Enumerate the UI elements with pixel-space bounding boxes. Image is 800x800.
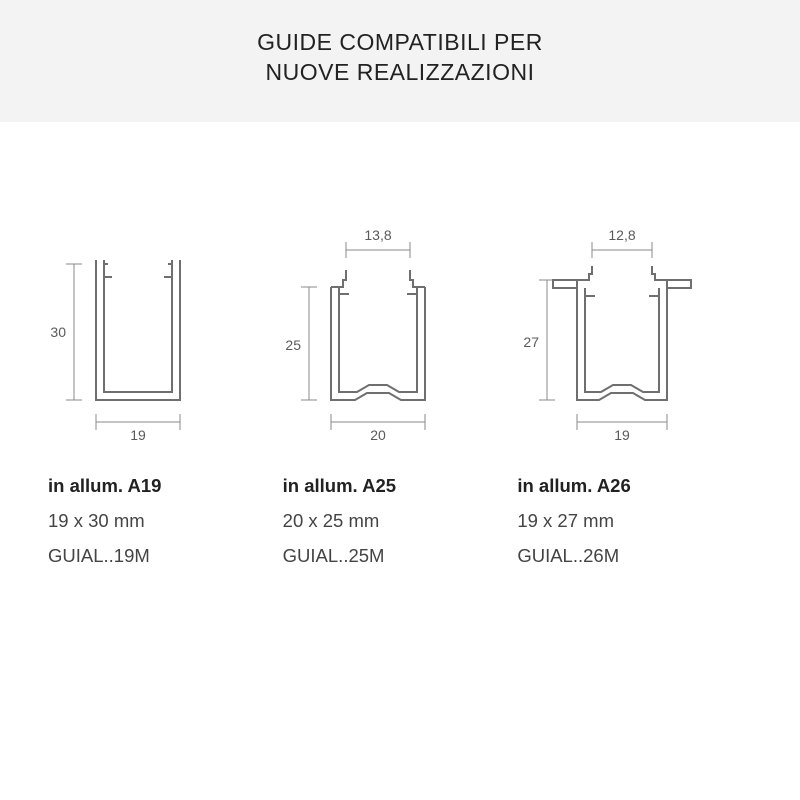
profile-code-a25: GUIAL..25M <box>283 538 518 573</box>
svg-a19: 30 19 <box>48 232 238 442</box>
header-line-2: NUOVE REALIZZAZIONI <box>20 58 780 88</box>
dim-height-a25 <box>301 287 317 400</box>
dim-top-a25 <box>346 242 410 258</box>
profile-code-a19: GUIAL..19M <box>48 538 283 573</box>
profile-shape-a19 <box>96 260 180 400</box>
dim-top-label-a26: 12,8 <box>609 227 636 243</box>
svg-a25: 13,8 25 20 <box>283 232 483 442</box>
captions-a26: in allum. A26 19 x 27 mm GUIAL..26M <box>517 468 752 573</box>
profile-name-a26: in allum. A26 <box>517 468 752 503</box>
dim-height-a26 <box>539 280 555 400</box>
dim-top-a26 <box>592 242 652 258</box>
captions-a25: in allum. A25 20 x 25 mm GUIAL..25M <box>283 468 518 573</box>
header-line-1: GUIDE COMPATIBILI PER <box>20 28 780 58</box>
profile-shape-a25 <box>331 270 425 400</box>
dim-height-a19 <box>66 264 82 400</box>
profile-code-a26: GUIAL..26M <box>517 538 752 573</box>
profile-a19: 30 19 <box>48 232 283 573</box>
drawing-a26: 12,8 27 19 <box>517 232 752 442</box>
profile-a26: 12,8 27 19 <box>517 232 752 573</box>
dim-height-label-a26: 27 <box>524 334 540 350</box>
profile-dim-a26: 19 x 27 mm <box>517 503 752 538</box>
dim-height-label-a19: 30 <box>50 324 66 340</box>
profiles-row: 30 19 <box>0 122 800 573</box>
profile-name-a25: in allum. A25 <box>283 468 518 503</box>
drawing-a25: 13,8 25 20 <box>283 232 518 442</box>
dim-top-label-a25: 13,8 <box>364 227 391 243</box>
dim-width-label-a19: 19 <box>130 427 146 443</box>
dim-height-label-a25: 25 <box>285 337 301 353</box>
drawing-a19: 30 19 <box>48 232 283 442</box>
captions-a19: in allum. A19 19 x 30 mm GUIAL..19M <box>48 468 283 573</box>
dim-width-label-a26: 19 <box>615 427 631 443</box>
svg-a26: 12,8 27 19 <box>517 232 727 442</box>
profile-dim-a19: 19 x 30 mm <box>48 503 283 538</box>
profile-dim-a25: 20 x 25 mm <box>283 503 518 538</box>
profile-a25: 13,8 25 20 <box>283 232 518 573</box>
profile-name-a19: in allum. A19 <box>48 468 283 503</box>
profile-shape-a26 <box>553 266 691 400</box>
dim-width-label-a25: 20 <box>370 427 386 443</box>
header-band: GUIDE COMPATIBILI PER NUOVE REALIZZAZION… <box>0 0 800 122</box>
